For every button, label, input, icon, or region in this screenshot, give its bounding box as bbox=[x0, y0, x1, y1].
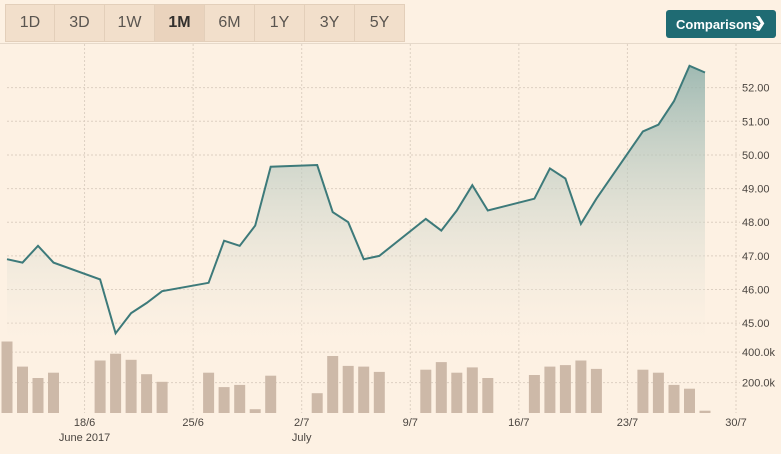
date-tick-label: 18/6 bbox=[74, 417, 95, 429]
volume-bar bbox=[203, 372, 215, 413]
date-tick-label: 23/7 bbox=[617, 417, 638, 429]
volume-bar bbox=[668, 384, 680, 413]
volume-bar bbox=[559, 365, 571, 413]
volume-bar bbox=[141, 374, 153, 413]
volume-bar bbox=[125, 359, 137, 413]
volume-bar bbox=[451, 372, 463, 413]
comparisons-label: Comparisons bbox=[676, 16, 760, 32]
volume-bar bbox=[684, 388, 695, 413]
volume-bar bbox=[218, 387, 230, 413]
volume-bar bbox=[590, 368, 602, 413]
volume-bar bbox=[311, 393, 323, 413]
volume-bar bbox=[652, 372, 664, 413]
date-tick-sublabel: July bbox=[292, 432, 312, 444]
price-chart[interactable]: 45.00 46.00 47.00 48.00 49.00 50.00 51.00 52.00… bbox=[0, 44, 781, 454]
volume-bar bbox=[48, 372, 59, 413]
volume-tick-label: 400.0k bbox=[742, 347, 776, 359]
volume-bar bbox=[373, 371, 385, 413]
volume-bar bbox=[544, 366, 556, 413]
price-tick-label: 50.00 bbox=[742, 150, 770, 162]
date-tick-label: 30/7 bbox=[725, 417, 746, 429]
price-area bbox=[6, 64, 706, 341]
date-tick-label: 25/6 bbox=[182, 417, 203, 429]
volume-tick-label: 200.0k bbox=[742, 378, 776, 390]
range-button-3y[interactable]: 3Y bbox=[305, 4, 355, 42]
price-area-fill bbox=[7, 65, 705, 341]
volume-bar bbox=[482, 378, 494, 413]
date-axis: 18/6 June 2017 25/6 2/7 July 9/7 16/7 23/7 30/7 bbox=[59, 417, 747, 444]
date-tick-label: 9/7 bbox=[403, 417, 418, 429]
range-button-6m[interactable]: 6M bbox=[205, 4, 255, 42]
date-tick-sublabel: June 2017 bbox=[59, 432, 110, 444]
volume-bar bbox=[110, 353, 122, 413]
price-tick-label: 45.00 bbox=[742, 318, 770, 330]
price-tick-label: 48.00 bbox=[742, 217, 770, 229]
range-button-group: 1D 3D 1W 1M 6M 1Y 3Y 5Y bbox=[5, 4, 405, 42]
range-button-1y[interactable]: 1Y bbox=[255, 4, 305, 42]
volume-axis: 200.0k 400.0k bbox=[742, 347, 776, 389]
volume-bars bbox=[1, 341, 711, 413]
price-tick-label: 52.00 bbox=[742, 83, 770, 95]
volume-bar bbox=[156, 381, 168, 413]
volume-bar bbox=[234, 384, 246, 413]
volume-bar bbox=[637, 369, 649, 413]
volume-bar bbox=[435, 362, 447, 413]
range-button-1d[interactable]: 1D bbox=[5, 4, 55, 42]
volume-bar bbox=[575, 360, 587, 413]
volume-bar bbox=[358, 366, 370, 413]
volume-bar bbox=[265, 375, 277, 413]
volume-bar bbox=[1, 341, 13, 413]
date-tick-label: 16/7 bbox=[508, 417, 529, 429]
price-tick-label: 51.00 bbox=[742, 116, 770, 128]
price-axis: 45.00 46.00 47.00 48.00 49.00 50.00 51.00 52.00 bbox=[742, 83, 770, 331]
price-tick-label: 46.00 bbox=[742, 285, 770, 297]
volume-bar bbox=[342, 365, 354, 413]
range-button-1w[interactable]: 1W bbox=[105, 4, 155, 42]
volume-bar bbox=[699, 410, 711, 413]
volume-bar bbox=[94, 360, 106, 413]
price-line bbox=[6, 64, 706, 336]
time-range-toolbar: 1D 3D 1W 1M 6M 1Y 3Y 5Y Comparisons ❯ bbox=[0, 0, 781, 44]
volume-bar bbox=[420, 369, 432, 413]
range-button-1m[interactable]: 1M bbox=[155, 4, 205, 42]
price-tick-label: 49.00 bbox=[742, 184, 770, 196]
date-tick-label: 2/7 bbox=[294, 417, 309, 429]
comparisons-button[interactable]: Comparisons ❯ bbox=[666, 10, 776, 38]
volume-bar bbox=[17, 366, 28, 413]
volume-bar bbox=[466, 367, 478, 413]
chevron-right-icon: ❯ bbox=[754, 14, 766, 30]
volume-bar bbox=[327, 356, 339, 413]
range-button-5y[interactable]: 5Y bbox=[355, 4, 405, 42]
price-tick-label: 47.00 bbox=[742, 251, 770, 263]
volume-bar bbox=[528, 375, 540, 413]
volume-bar bbox=[32, 378, 44, 413]
range-button-3d[interactable]: 3D bbox=[55, 4, 105, 42]
volume-bar bbox=[249, 409, 261, 413]
